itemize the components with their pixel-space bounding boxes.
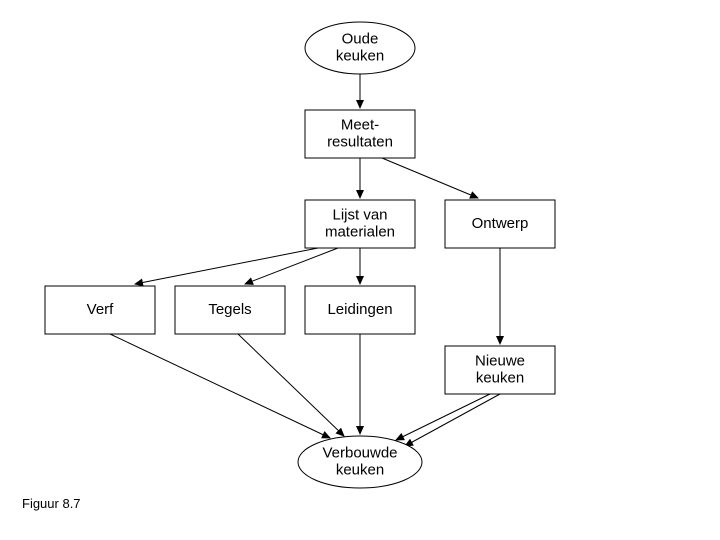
node-lijst-label-1: materialen xyxy=(325,223,395,240)
node-nieuwe-label-0: Nieuwe xyxy=(475,352,525,369)
node-tegels-label-0: Tegels xyxy=(208,301,251,318)
node-meet: Meet-resultaten xyxy=(305,110,415,158)
node-verf: Verf xyxy=(45,286,155,334)
node-leidingen-label-0: Leidingen xyxy=(327,301,392,318)
node-lijst: Lijst vanmaterialen xyxy=(305,200,415,248)
flowchart-canvas: OudekeukenMeet-resultatenLijst vanmateri… xyxy=(0,0,720,540)
node-verbouwde-label-1: keuken xyxy=(336,461,384,478)
node-tegels: Tegels xyxy=(175,286,285,334)
figure-caption: Figuur 8.7 xyxy=(22,496,81,511)
edge-8 xyxy=(110,334,330,438)
node-oude-label-0: Oude xyxy=(342,30,379,47)
edge-11 xyxy=(405,394,500,446)
node-ontwerp-label-0: Ontwerp xyxy=(472,215,529,232)
edge-10 xyxy=(396,394,490,440)
node-nieuwe: Nieuwekeuken xyxy=(445,346,555,394)
node-lijst-label-0: Lijst van xyxy=(332,206,387,223)
edge-2 xyxy=(382,158,478,198)
node-nieuwe-label-1: keuken xyxy=(476,369,524,386)
node-verf-label-0: Verf xyxy=(87,301,115,318)
node-meet-label-0: Meet- xyxy=(341,116,379,133)
nodes-layer: OudekeukenMeet-resultatenLijst vanmateri… xyxy=(45,22,555,488)
node-ontwerp: Ontwerp xyxy=(445,200,555,248)
node-meet-label-1: resultaten xyxy=(327,133,393,150)
edge-9 xyxy=(238,334,344,436)
node-leidingen: Leidingen xyxy=(305,286,415,334)
node-verbouwde: Verbouwdekeuken xyxy=(298,436,422,488)
node-oude-label-1: keuken xyxy=(336,47,384,64)
node-verbouwde-label-0: Verbouwde xyxy=(322,444,397,461)
node-oude: Oudekeuken xyxy=(305,22,415,74)
